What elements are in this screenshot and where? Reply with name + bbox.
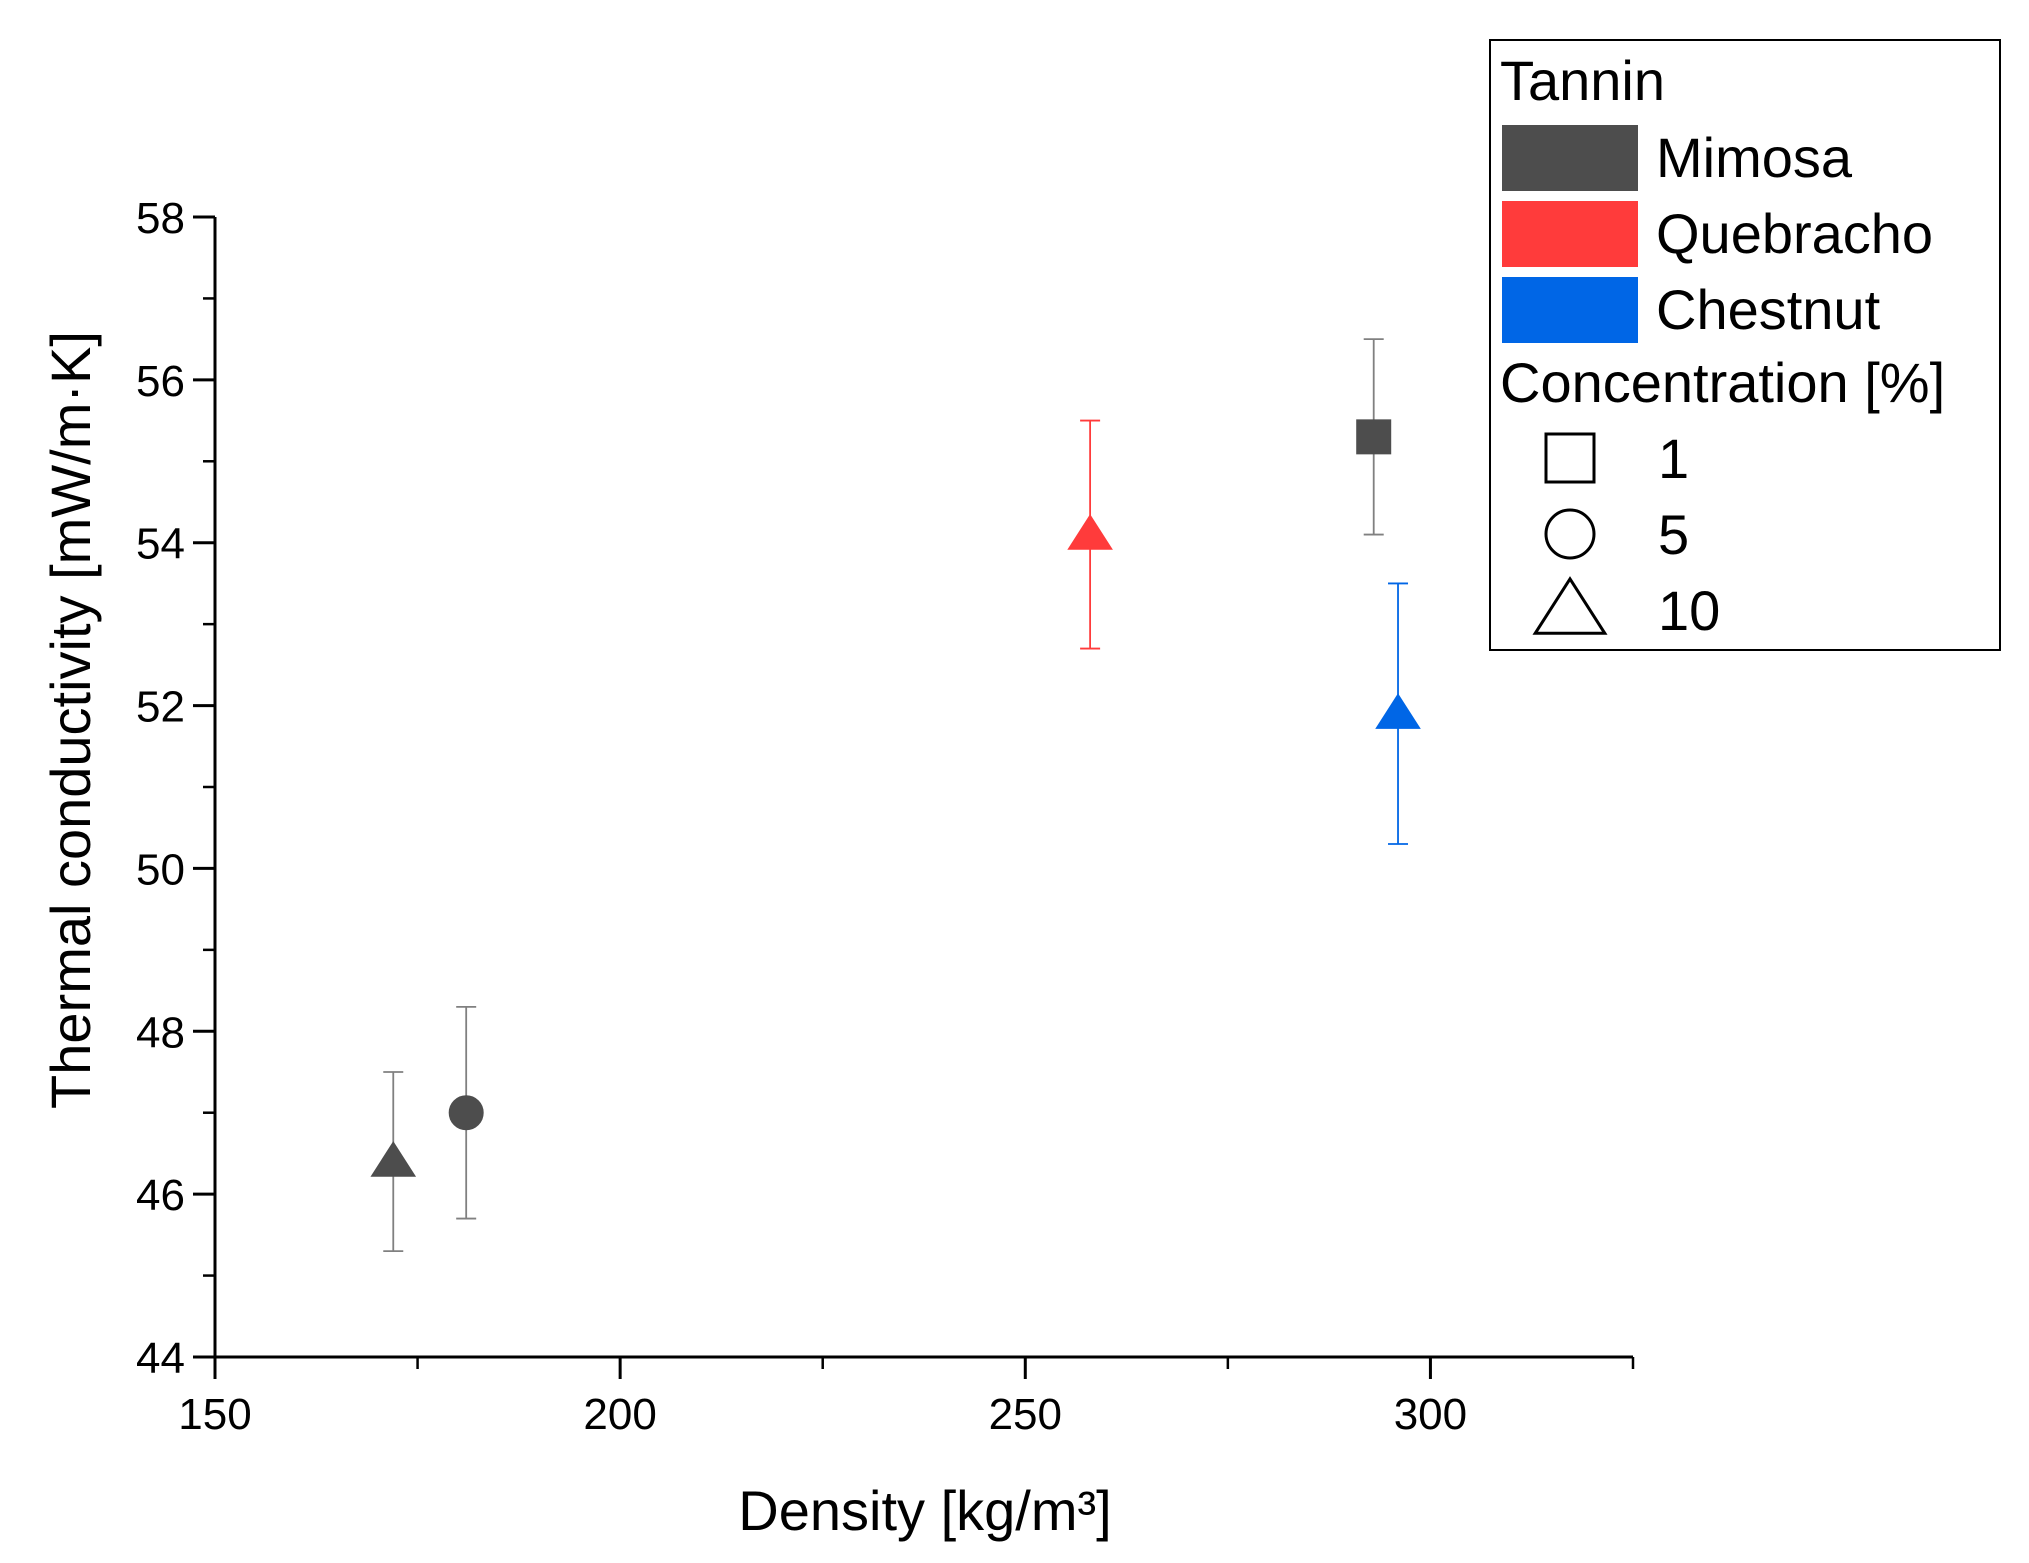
x-axis-title: Density [kg/m³] [738, 1479, 1111, 1542]
legend-swatch-chestnut [1502, 277, 1638, 343]
x-tick-label: 150 [178, 1390, 251, 1439]
legend: Tannin Mimosa Quebracho Chestnut Concentra… [1489, 39, 2001, 651]
error-bars [383, 338, 1409, 1253]
y-ticks: 44 46 48 50 52 54 56 58 [136, 194, 215, 1383]
legend-marker-circle [1544, 508, 1596, 560]
x-ticks: 150 200 250 300 [178, 1357, 1635, 1439]
y-tick-label: 52 [136, 683, 185, 732]
legend-marker-square [1544, 432, 1596, 484]
legend-label-conc-10: 10 [1658, 579, 1720, 642]
legend-swatch-mimosa [1502, 125, 1638, 191]
data-point-chestnut-10 [1375, 693, 1421, 729]
legend-title-concentration: Concentration [%] [1500, 351, 1945, 414]
y-tick-label: 44 [136, 1334, 185, 1383]
x-tick-label: 200 [583, 1390, 656, 1439]
x-tick-label: 300 [1394, 1390, 1467, 1439]
y-axis-title: Thermal conductivity [mW/m·K] [39, 331, 102, 1109]
y-tick-label: 56 [136, 357, 185, 406]
data-point-mimosa-5 [448, 1095, 484, 1131]
legend-marker-triangle [1532, 576, 1608, 635]
data-point-quebracho-10 [1067, 514, 1113, 550]
legend-label-mimosa: Mimosa [1656, 126, 1853, 189]
axes: 44 46 48 50 52 54 56 58 150 200 250 300 [136, 194, 1635, 1439]
legend-title-tannin: Tannin [1500, 49, 1665, 112]
y-tick-label: 58 [136, 194, 185, 243]
y-tick-label: 54 [136, 520, 185, 569]
y-tick-label: 46 [136, 1171, 185, 1220]
data-point-mimosa-1 [1356, 419, 1392, 455]
legend-swatch-quebracho [1502, 201, 1638, 267]
y-tick-label: 50 [136, 845, 185, 894]
x-tick-label: 250 [989, 1390, 1062, 1439]
legend-label-chestnut: Chestnut [1656, 278, 1881, 341]
legend-color-entries: Mimosa Quebracho Chestnut [1502, 125, 1933, 343]
legend-label-conc-1: 1 [1658, 427, 1689, 490]
legend-label-quebracho: Quebracho [1656, 202, 1933, 265]
data-points [370, 419, 1421, 1177]
y-tick-label: 48 [136, 1008, 185, 1057]
data-point-mimosa-10 [370, 1141, 417, 1177]
legend-label-conc-5: 5 [1658, 503, 1689, 566]
